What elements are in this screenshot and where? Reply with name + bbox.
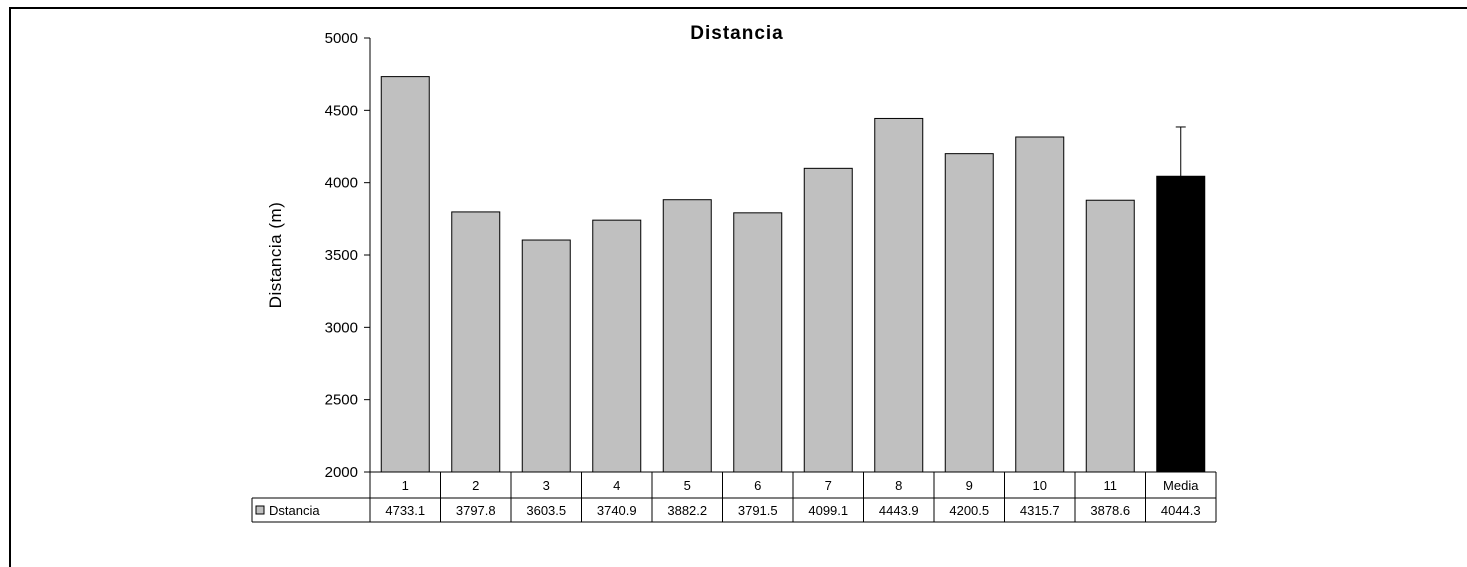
category-label: 9 [966,478,973,493]
axis-layer: 2000 2500 3000 3500 4000 4500 5000 [325,30,371,481]
data-table: 1 4733.1 2 3797.8 3 3603.5 4 3740.9 5 3882.2 6 3791… [251,471,1217,523]
value-label: 3740.9 [597,503,637,518]
chart-title: Distancia [690,23,783,44]
value-label: 3878.6 [1090,503,1130,518]
category-label: 11 [1104,478,1118,493]
value-label: 4733.1 [385,503,425,518]
value-label: 4443.9 [879,503,919,518]
category-label: 2 [472,478,479,493]
bar [944,153,994,473]
category-label: 1 [402,478,409,493]
value-label: 3797.8 [456,503,496,518]
bar [592,219,642,473]
y-tick-label: 3500 [325,247,358,264]
category-label: 8 [895,478,902,493]
category-label: 5 [684,478,691,493]
value-label: 4200.5 [949,503,989,518]
value-label: 4099.1 [808,503,848,518]
bar [1085,199,1135,473]
value-label: 3882.2 [667,503,707,518]
chart-frame [9,7,1467,567]
y-tick-label: 2000 [325,464,358,481]
bar [803,167,853,473]
value-label: 3603.5 [526,503,566,518]
y-tick-label: 3000 [325,319,358,336]
legend-swatch [255,505,265,515]
category-label: 4 [613,478,620,493]
bar [1015,136,1065,473]
y-tick-label: 4000 [325,175,358,192]
bar [662,199,712,473]
bar [521,239,571,473]
value-label: 3791.5 [738,503,778,518]
category-label: 10 [1033,478,1047,493]
bar [451,211,501,473]
bars-layer [380,76,1206,473]
legend-label: Dstancia [269,503,320,518]
bar [874,117,924,473]
chart: Distancia Distancia (m) 2000250030003500… [251,23,1217,523]
category-label: 7 [825,478,832,493]
y-tick-label: 2500 [325,392,358,409]
value-label: 4315.7 [1020,503,1060,518]
y-tick-label: 4500 [325,102,358,119]
y-axis-label: Distancia (m) [266,202,285,309]
bar [380,76,430,473]
category-label: 6 [754,478,761,493]
category-label: 3 [543,478,550,493]
y-tick-label: 5000 [325,30,358,47]
bar [733,212,783,473]
mean-bar [1156,175,1206,473]
value-label: 4044.3 [1161,503,1201,518]
category-label: Media [1163,478,1199,493]
